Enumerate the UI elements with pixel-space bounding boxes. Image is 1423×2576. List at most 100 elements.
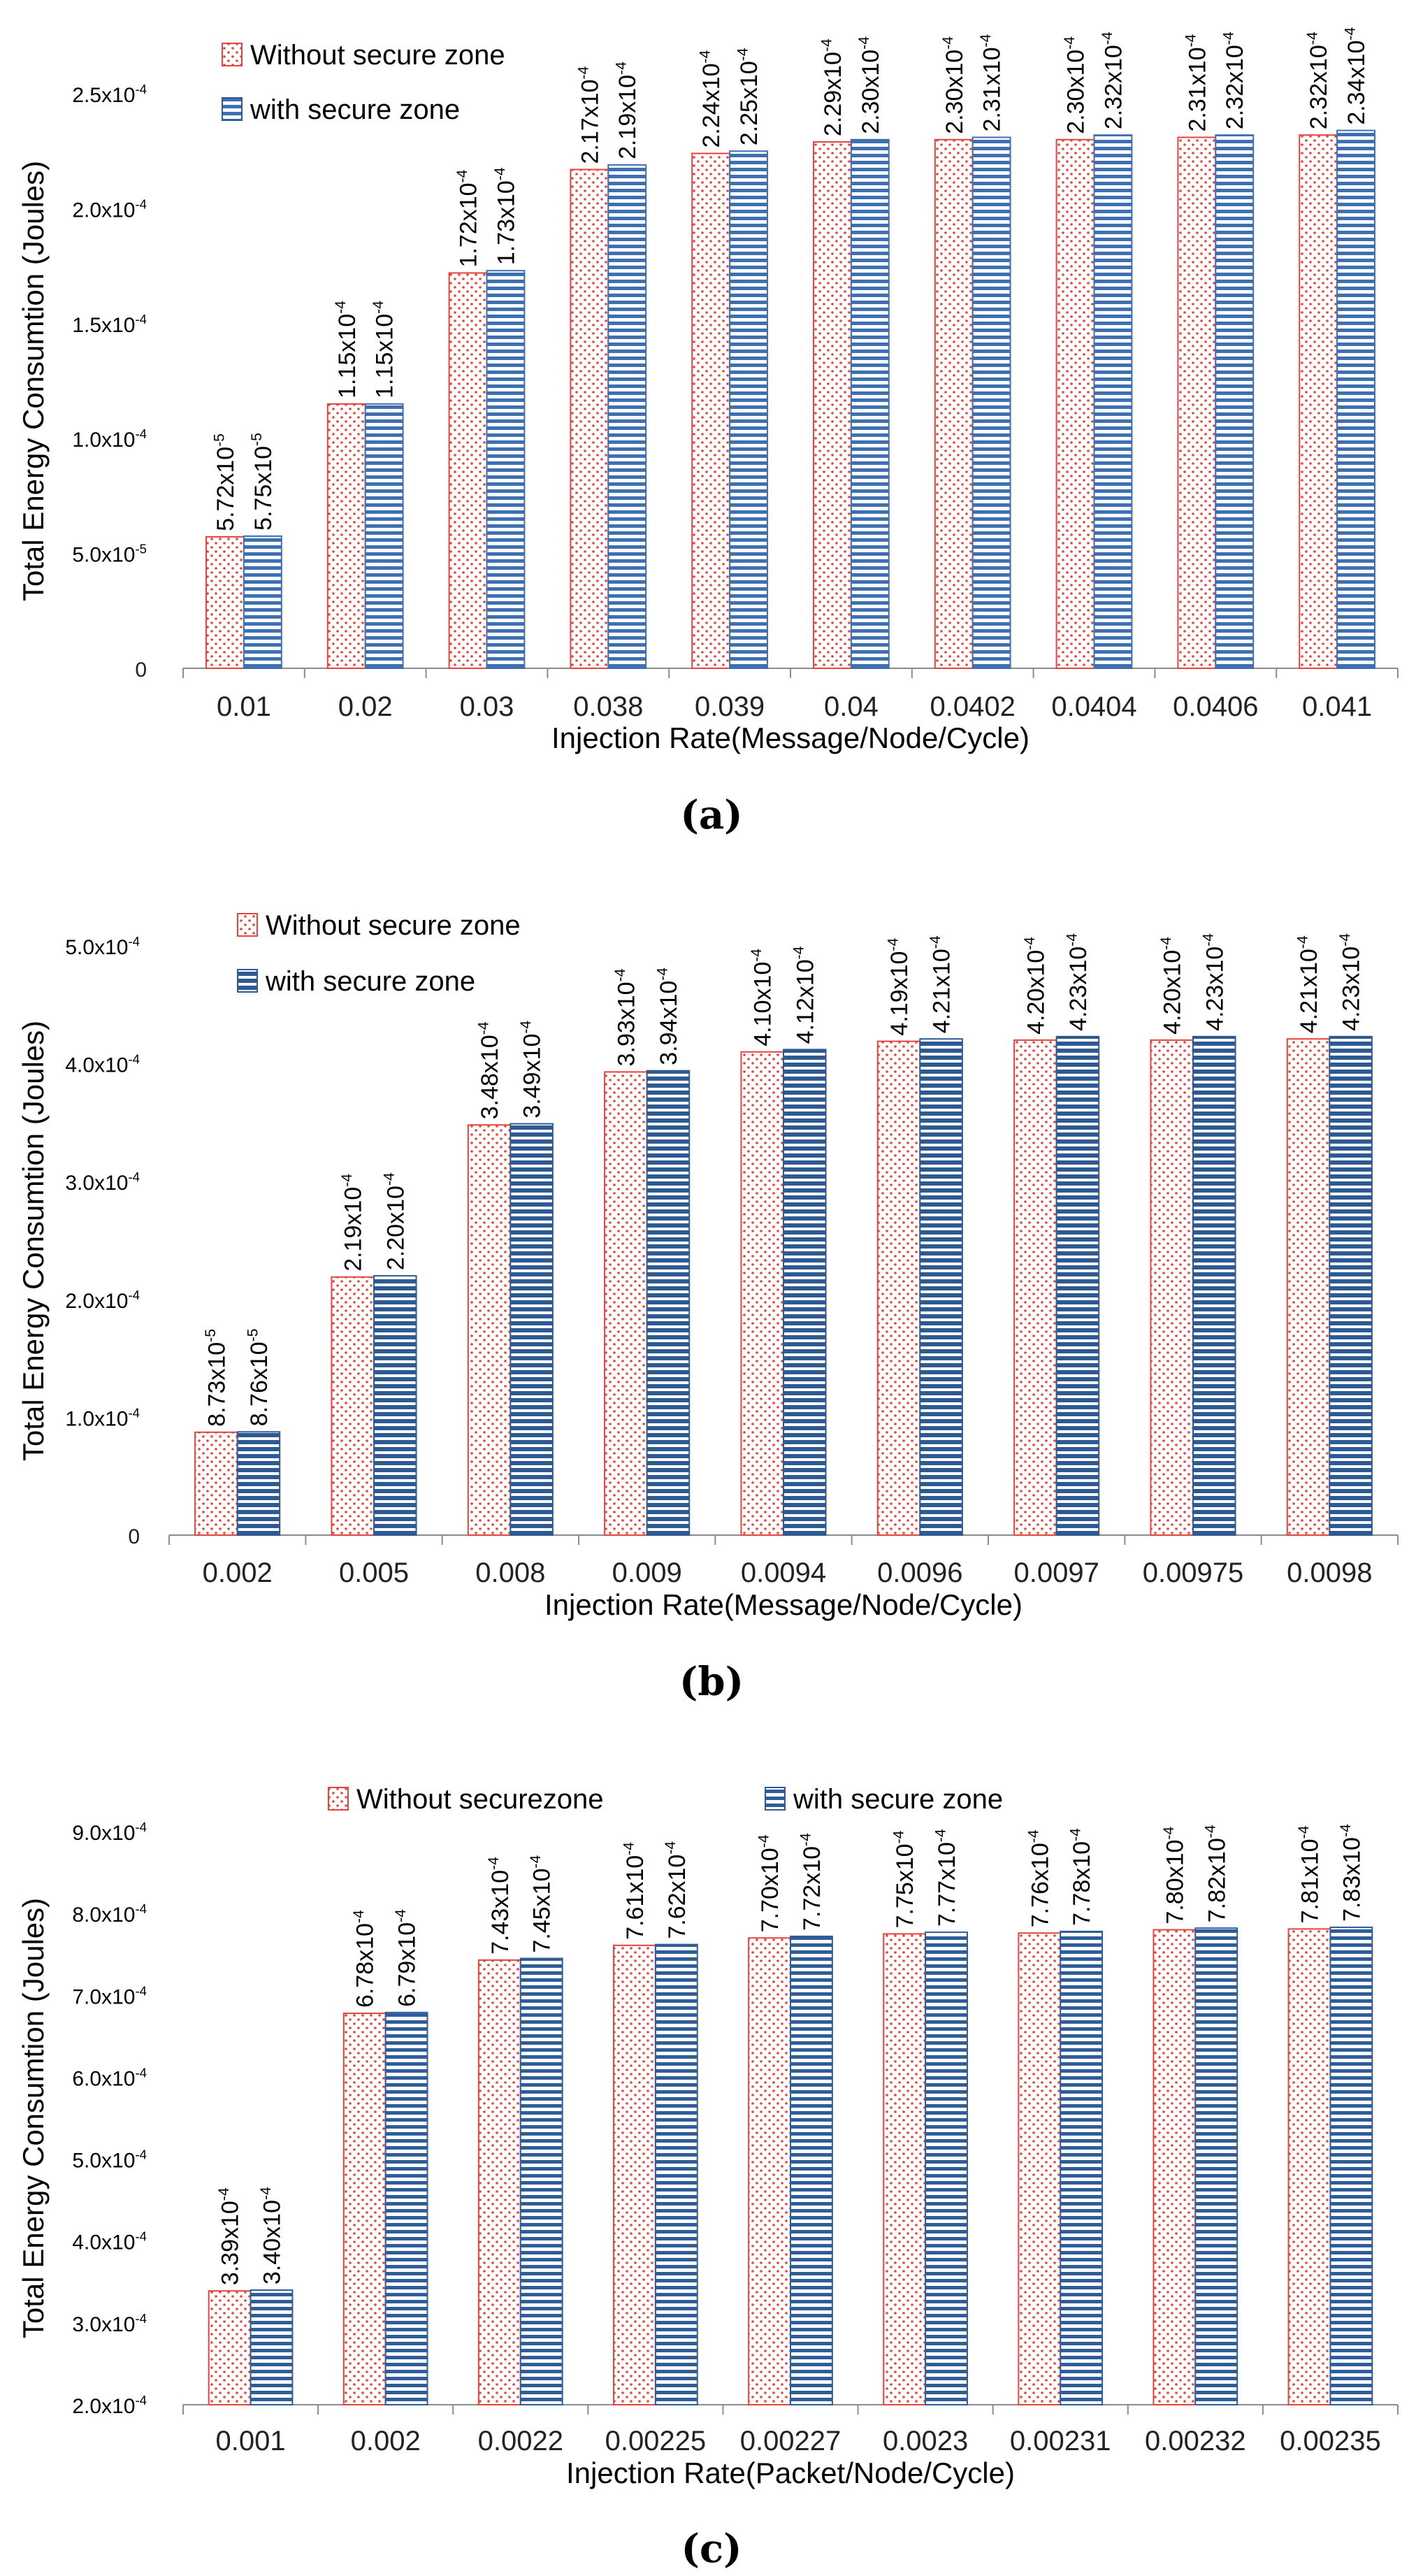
data-label-exponent: -4 <box>454 169 470 182</box>
data-label: 4.23x10-4 <box>1337 933 1365 1031</box>
bar-without-secure-zone <box>477 1959 521 2405</box>
data-label-exponent: -4 <box>333 301 349 314</box>
bar-without-secure-zone <box>1018 1932 1062 2405</box>
bar-without-secure-zone <box>208 2290 252 2405</box>
data-label: 4.20x10-4 <box>1158 937 1186 1035</box>
bar-with-secure-zone <box>919 1038 963 1536</box>
x-tick-label: 0.0406 <box>1173 691 1258 722</box>
data-label: 7.61x10-4 <box>621 1842 649 1940</box>
data-label-exponent: -4 <box>258 2187 274 2200</box>
y-tick-label: 9.0x10-4 <box>72 1820 147 1845</box>
y-tick-label-exponent: -5 <box>135 542 147 556</box>
data-label: 1.72x10-4 <box>454 169 482 267</box>
data-label-exponent: -4 <box>621 1842 637 1855</box>
data-label-mantissa: 7.78x10 <box>1069 1841 1095 1926</box>
bar-with-secure-zone <box>1192 1035 1236 1536</box>
legend-entry: Without securezone <box>356 1784 604 1815</box>
bar-with-secure-zone <box>1194 1927 1238 2405</box>
y-tick-label-mantissa: 9.0x10 <box>72 1822 135 1845</box>
y-tick-label-mantissa: 1.5x10 <box>72 314 135 337</box>
bar-without-secure-zone <box>1286 1038 1331 1536</box>
data-label: 7.62x10-4 <box>663 1841 691 1939</box>
data-label-mantissa: 7.45x10 <box>529 1869 556 1953</box>
data-label: 8.76x10-5 <box>245 1329 273 1427</box>
data-label-mantissa: 7.82x10 <box>1204 1838 1230 1922</box>
data-label-exponent: -4 <box>528 1855 544 1869</box>
bar-with-secure-zone <box>850 138 890 669</box>
panel-caption: (c) <box>681 2526 742 2572</box>
bar-without-secure-zone <box>613 1944 656 2406</box>
x-tick-label: 0.0402 <box>930 691 1016 722</box>
y-tick-label: 3.0x10-4 <box>72 2311 147 2336</box>
data-label-exponent: -4 <box>856 36 872 50</box>
y-tick-label-mantissa: 4.0x10 <box>65 1054 128 1077</box>
data-label: 4.12x10-4 <box>791 946 819 1044</box>
y-tick-label-exponent: -4 <box>135 2393 147 2408</box>
data-label-exponent: -4 <box>216 2187 232 2201</box>
data-label-mantissa: 2.32x10 <box>1306 45 1332 129</box>
bar-with-secure-zone <box>1336 129 1375 670</box>
data-label-mantissa: 3.93x10 <box>613 981 640 1066</box>
data-label: 3.93x10-4 <box>612 968 640 1066</box>
data-label-mantissa: 3.48x10 <box>477 1035 503 1119</box>
data-label: 2.32x10-4 <box>1099 31 1127 129</box>
data-label-mantissa: 2.25x10 <box>736 61 763 145</box>
y-tick-label: 5.0x10-4 <box>72 2147 147 2173</box>
data-label-exponent: -4 <box>698 50 714 63</box>
data-label: 2.34x10-4 <box>1342 27 1370 125</box>
bar-without-secure-zone <box>1299 134 1338 669</box>
data-label: 3.49x10-4 <box>518 1021 546 1118</box>
legend-swatch <box>328 1787 349 1811</box>
data-label: 7.81x10-4 <box>1296 1825 1324 1923</box>
bar-with-secure-zone <box>519 1957 563 2406</box>
data-label-mantissa: 2.17x10 <box>577 80 603 164</box>
y-tick-label: 2.0x10-4 <box>65 1288 140 1313</box>
data-label-mantissa: 4.10x10 <box>750 962 776 1046</box>
bar-with-secure-zone <box>646 1070 691 1536</box>
bar-without-secure-zone <box>740 1051 784 1536</box>
bar-without-secure-zone <box>342 2013 387 2405</box>
bar-with-secure-zone <box>729 150 768 669</box>
y-tick-label-exponent: -4 <box>135 2311 147 2326</box>
data-label: 3.94x10-4 <box>654 967 682 1065</box>
y-tick-label: 3.0x10-4 <box>65 1170 140 1195</box>
y-tick-label-mantissa: 7.0x10 <box>72 1985 135 2008</box>
y-tick-label-mantissa: 6.0x10 <box>72 2067 135 2090</box>
data-label-mantissa: 4.23x10 <box>1065 947 1092 1031</box>
data-label-mantissa: 3.94x10 <box>656 981 682 1065</box>
data-label-mantissa: 7.80x10 <box>1162 1840 1188 1924</box>
data-label-mantissa: 4.23x10 <box>1201 947 1228 1031</box>
bar-with-secure-zone <box>607 164 647 670</box>
data-label-exponent: -4 <box>1158 937 1174 950</box>
data-label-mantissa: 2.30x10 <box>941 50 968 134</box>
data-label-mantissa: 7.70x10 <box>757 1848 783 1932</box>
data-label-exponent: -4 <box>927 935 944 949</box>
data-label: 5.72x10-5 <box>211 433 239 531</box>
legend-entry: Without secure zone <box>266 910 521 941</box>
data-label-mantissa: 7.72x10 <box>799 1846 825 1931</box>
data-label: 7.82x10-4 <box>1203 1825 1231 1922</box>
data-label: 1.15x10-4 <box>333 301 361 398</box>
data-label-mantissa: 2.31x10 <box>1184 47 1211 131</box>
data-label-mantissa: 2.32x10 <box>1100 45 1127 129</box>
y-tick-label-mantissa: 2.5x10 <box>72 84 135 107</box>
data-label: 4.19x10-4 <box>885 938 913 1036</box>
data-label-exponent: -4 <box>475 1021 491 1035</box>
data-label-exponent: -4 <box>1064 933 1080 947</box>
data-label-exponent: -4 <box>370 301 387 314</box>
data-label: 4.20x10-4 <box>1022 937 1050 1035</box>
y-tick-label-mantissa: 1.0x10 <box>65 1407 128 1430</box>
panel-caption: (b) <box>679 1659 744 1705</box>
legend-swatch <box>222 97 243 121</box>
data-label-exponent: -4 <box>518 1021 534 1034</box>
x-tick-label: 0.04 <box>824 691 879 722</box>
y-axis-title: Total Energy Consumtion (Joules) <box>17 161 50 601</box>
legend-swatch <box>237 969 258 993</box>
data-label-exponent: -4 <box>1294 935 1310 949</box>
y-tick-label: 0 <box>135 659 147 682</box>
data-label: 3.39x10-4 <box>216 2187 244 2285</box>
y-tick-label-exponent: -4 <box>135 1820 147 1834</box>
x-tick-label: 0.00227 <box>740 2426 841 2456</box>
legend-entry: with secure zone <box>265 966 475 997</box>
data-label-exponent: -5 <box>245 1329 261 1342</box>
